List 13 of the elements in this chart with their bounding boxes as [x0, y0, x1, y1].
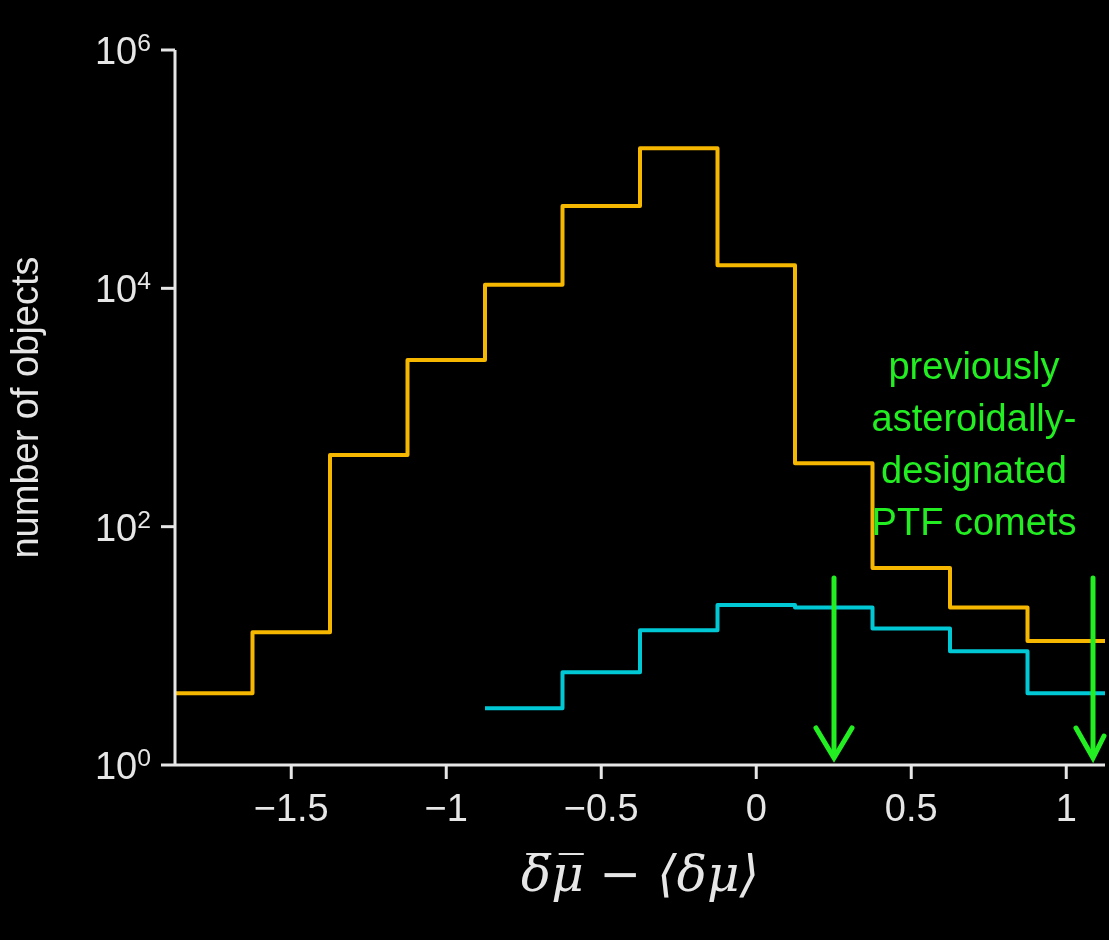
- x-tick-label: 1: [1055, 787, 1077, 829]
- x-tick-label: −1.5: [253, 787, 329, 829]
- x-tick-label: −0.5: [563, 787, 639, 829]
- x-tick-label: 0.5: [884, 787, 938, 829]
- y-tick-label: 10$^{4}$: [94, 266, 151, 311]
- x-axis-title: δ̅μ̅ − ⟨δμ⟩: [521, 844, 759, 903]
- y-tick-label: 10$^{6}$: [94, 28, 151, 72]
- x-tick-label: −1: [424, 787, 468, 829]
- y-axis-title: number of objects: [4, 256, 47, 559]
- annotation: previously asteroidally-designated PTF comets: [870, 344, 1078, 545]
- y-tick-label: 10$^{2}$: [94, 505, 151, 549]
- x-tick-label: 0: [745, 787, 767, 829]
- y-tick-label: 10$^{0}$: [94, 743, 151, 787]
